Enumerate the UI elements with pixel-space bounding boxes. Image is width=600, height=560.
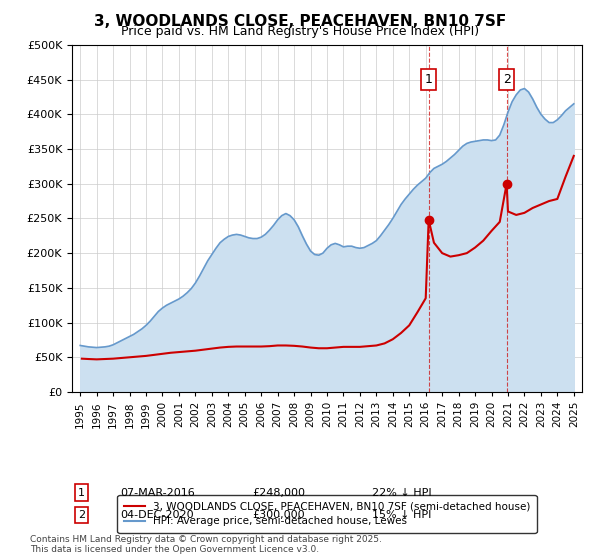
Text: 04-DEC-2020: 04-DEC-2020 [120,510,194,520]
Text: £300,000: £300,000 [252,510,305,520]
Text: 3, WOODLANDS CLOSE, PEACEHAVEN, BN10 7SF: 3, WOODLANDS CLOSE, PEACEHAVEN, BN10 7SF [94,14,506,29]
Text: 2: 2 [78,510,85,520]
Text: 15% ↓ HPI: 15% ↓ HPI [372,510,431,520]
Text: 07-MAR-2016: 07-MAR-2016 [120,488,195,498]
Text: 22% ↓ HPI: 22% ↓ HPI [372,488,431,498]
Text: £248,000: £248,000 [252,488,305,498]
Text: This data is licensed under the Open Government Licence v3.0.: This data is licensed under the Open Gov… [30,544,319,554]
Text: Price paid vs. HM Land Registry's House Price Index (HPI): Price paid vs. HM Land Registry's House … [121,25,479,38]
Text: 2: 2 [503,73,511,86]
Text: 1: 1 [78,488,85,498]
Text: Contains HM Land Registry data © Crown copyright and database right 2025.: Contains HM Land Registry data © Crown c… [30,534,382,544]
Text: 1: 1 [425,73,433,86]
Legend: 3, WOODLANDS CLOSE, PEACEHAVEN, BN10 7SF (semi-detached house), HPI: Average pri: 3, WOODLANDS CLOSE, PEACEHAVEN, BN10 7SF… [118,495,536,533]
